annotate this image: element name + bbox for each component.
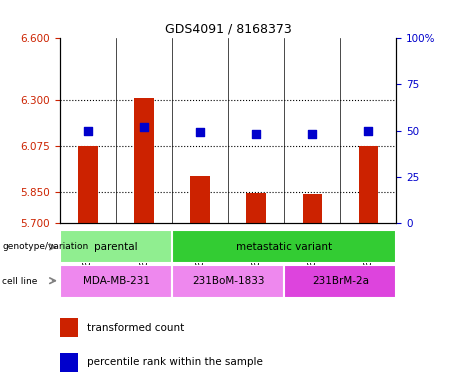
Text: 231BrM-2a: 231BrM-2a: [312, 276, 369, 286]
Text: cell line: cell line: [2, 276, 38, 286]
Bar: [60, 265, 172, 298]
Point: [84, 127, 92, 134]
Bar: [190, 175, 210, 223]
Point: [309, 131, 316, 137]
Text: parental: parental: [94, 242, 138, 252]
Point: [253, 131, 260, 137]
Bar: [134, 98, 154, 223]
Bar: [60, 230, 172, 263]
Bar: [60, 353, 77, 372]
Text: transformed count: transformed count: [88, 323, 184, 333]
Text: MDA-MB-231: MDA-MB-231: [83, 276, 149, 286]
Bar: [172, 265, 284, 298]
Point: [365, 127, 372, 134]
Bar: [247, 193, 266, 223]
Bar: [60, 318, 77, 337]
Text: metastatic variant: metastatic variant: [236, 242, 332, 252]
Bar: [359, 146, 378, 223]
Title: GDS4091 / 8168373: GDS4091 / 8168373: [165, 23, 291, 36]
Text: 231BoM-1833: 231BoM-1833: [192, 276, 265, 286]
Text: genotype/variation: genotype/variation: [2, 242, 89, 252]
Text: percentile rank within the sample: percentile rank within the sample: [88, 357, 263, 367]
Bar: [172, 230, 396, 263]
Point: [140, 124, 148, 130]
Bar: [78, 146, 98, 223]
Point: [196, 129, 204, 136]
Bar: [284, 265, 396, 298]
Bar: [302, 194, 322, 223]
